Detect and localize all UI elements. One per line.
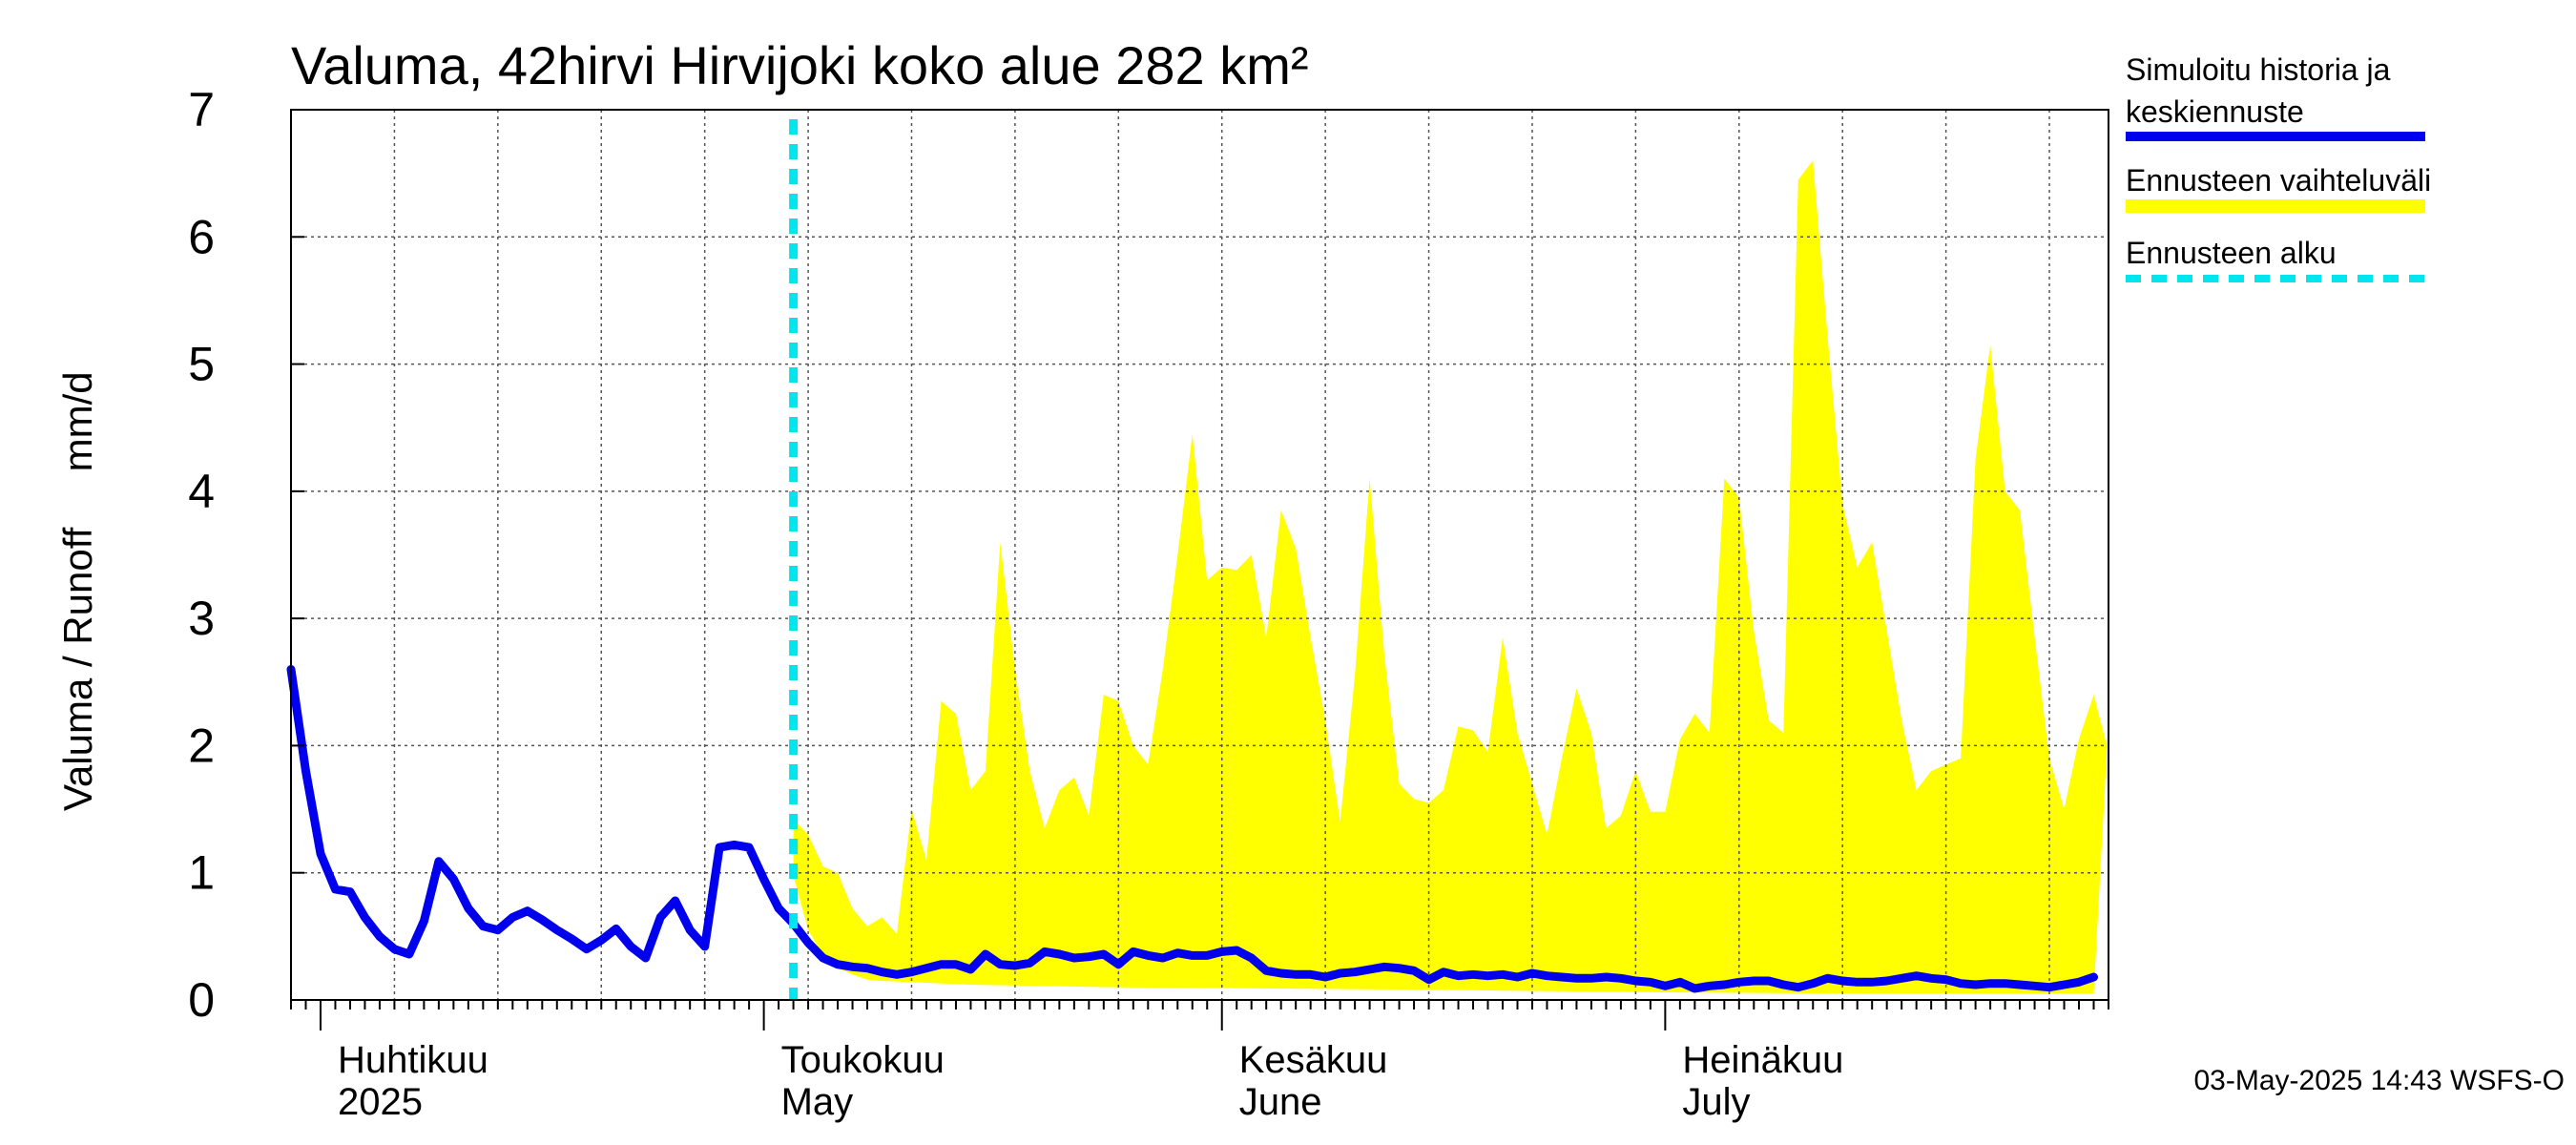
month-label: Heinäkuu	[1682, 1039, 1843, 1081]
month-label: Toukokuu	[781, 1039, 945, 1081]
simulated-history-series	[286, 665, 2098, 993]
timestamp: 03-May-2025 14:43 WSFS-O	[2194, 1065, 2566, 1096]
y-tick-label: 0	[188, 973, 215, 1027]
simulated-history-line	[286, 665, 2098, 993]
forecast-range-band	[793, 160, 2109, 994]
legend-label-simulated-2: keskiennuste	[2126, 94, 2304, 129]
legend-label-forecast-start: Ennusteen alku	[2126, 236, 2337, 270]
legend-label-simulated: Simuloitu historia ja	[2126, 52, 2391, 87]
legend-label-range: Ennusteen vaihteluväli	[2126, 163, 2431, 198]
y-tick-label: 6	[188, 210, 215, 263]
month-label-secondary: July	[1682, 1081, 1750, 1123]
y-tick-label: 3	[188, 592, 215, 645]
axis-ticks: 01234567Huhtikuu2025ToukokuuMayKesäkuuJu…	[188, 83, 2109, 1123]
y-tick-label: 2	[188, 718, 215, 772]
month-label-secondary: May	[781, 1081, 854, 1123]
y-tick-label: 4	[188, 465, 215, 518]
y-tick-label: 1	[188, 846, 215, 900]
legend: Simuloitu historia ja keskiennuste Ennus…	[2126, 52, 2431, 282]
chart-title: Valuma, 42hirvi Hirvijoki koko alue 282 …	[291, 35, 1309, 95]
month-label-secondary: June	[1239, 1081, 1322, 1123]
y-tick-label: 5	[188, 338, 215, 391]
forecast-range-area	[793, 160, 2109, 994]
y-axis-label: Valuma / Runoff mm/d	[55, 371, 100, 811]
month-label: Huhtikuu	[338, 1039, 488, 1081]
month-label-secondary: 2025	[338, 1081, 423, 1123]
y-tick-label: 7	[188, 83, 215, 136]
plot-frame	[290, 109, 2109, 1001]
grid	[291, 110, 2109, 1000]
month-label: Kesäkuu	[1239, 1039, 1388, 1081]
